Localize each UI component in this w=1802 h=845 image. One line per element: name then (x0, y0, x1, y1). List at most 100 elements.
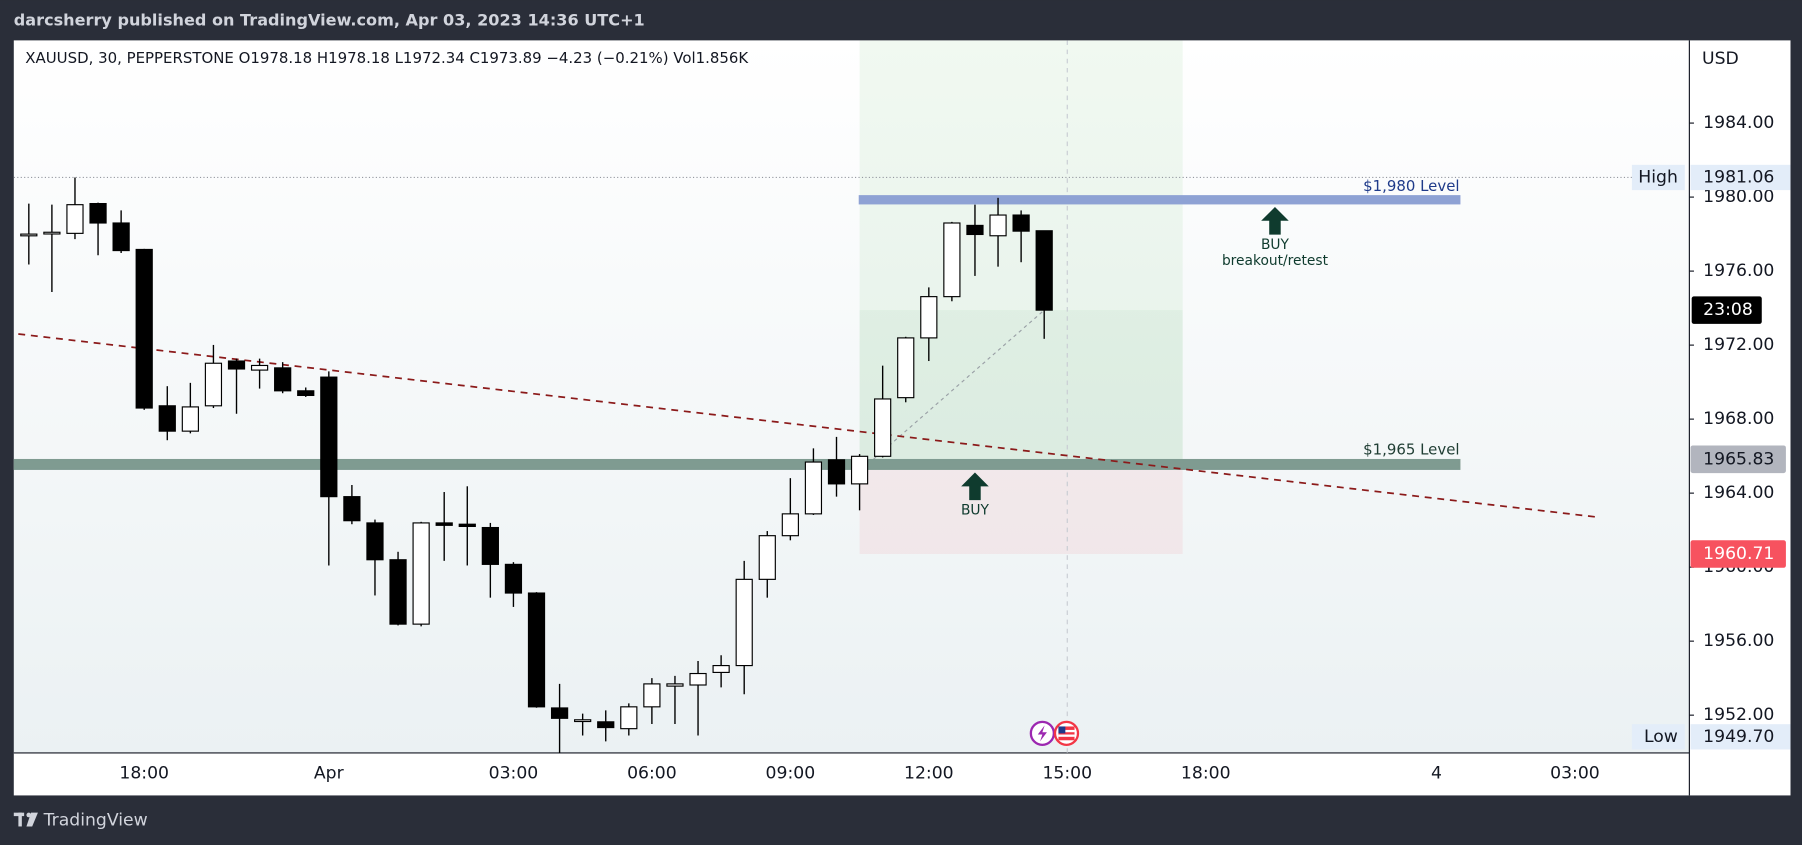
x-tick-label: 15:00 (1042, 764, 1092, 784)
hl-name-bg (1631, 164, 1685, 191)
candle-body (1035, 230, 1053, 311)
arrow (961, 472, 989, 501)
candle-body (227, 360, 246, 370)
candle-body (1012, 214, 1030, 232)
candle-body (758, 535, 776, 580)
hl-value-bg (1690, 164, 1791, 191)
candle-body (412, 522, 430, 625)
candle-body (250, 364, 269, 371)
currency: USD (1702, 49, 1739, 69)
price-tag-label: 1960.71 (1703, 544, 1774, 564)
level-label: $1,980 Level (1363, 177, 1459, 195)
candle-body (204, 362, 223, 407)
x-tick-label: 18:00 (119, 764, 169, 784)
level-label: $1,965 Level (1363, 441, 1459, 459)
candle-body (874, 398, 892, 457)
candle-body (989, 214, 1007, 237)
annotation-text: BUY (961, 502, 990, 518)
candle-body (643, 683, 661, 708)
candle-body (20, 233, 38, 237)
hl-value: 1949.70 (1703, 727, 1774, 747)
candle-body (181, 406, 199, 432)
time-axis (13, 752, 1690, 796)
annotation-text: BUY (1261, 237, 1290, 253)
candle-body (712, 664, 730, 673)
candle-body (781, 513, 799, 537)
candle-body (620, 706, 638, 730)
level-zone (858, 195, 1461, 205)
candle-body (297, 390, 315, 397)
stop-zone (859, 459, 1183, 555)
countdown: 23:08 (1703, 300, 1753, 320)
ohlc-legend: XAUUSD, 30, PEPPERSTONE O1978.18 H1978.1… (25, 49, 749, 67)
price-tag (1690, 445, 1786, 474)
x-tick-label: 4 (1431, 764, 1442, 784)
y-tick-label: 1956.00 (1703, 631, 1774, 651)
x-tick-label: 09:00 (766, 764, 816, 784)
candle-body (343, 496, 361, 522)
candle-body (435, 522, 453, 526)
x-tick-label: 12:00 (904, 764, 954, 784)
candle-body (804, 461, 823, 515)
x-tick-label: 03:00 (489, 764, 539, 784)
x-tick-label: 06:00 (627, 764, 677, 784)
candle-body (574, 719, 592, 723)
countdown-tag (1691, 296, 1762, 324)
candle-body (112, 222, 130, 252)
footer-logo (13, 812, 38, 827)
level-zone (13, 458, 1461, 470)
y-tick-label: 1968.00 (1703, 409, 1774, 429)
event-icon (1029, 720, 1055, 747)
y-tick-label: 1976.00 (1703, 261, 1774, 281)
candle-body (481, 526, 499, 565)
candle-body (897, 337, 915, 399)
price-tag (1690, 540, 1786, 568)
candle-body (66, 204, 84, 234)
candle-body (389, 559, 407, 625)
candle-body (689, 672, 707, 686)
trend-line (13, 332, 1599, 519)
hl-value-bg (1690, 724, 1791, 750)
candle-body (850, 455, 869, 485)
candle-body (943, 222, 961, 298)
candle-body (666, 683, 684, 687)
hl-name: Low (1644, 727, 1678, 747)
x-tick-label: 18:00 (1181, 764, 1231, 784)
y-tick-label: 1980.00 (1703, 187, 1774, 207)
y-tick-label: 1952.00 (1703, 705, 1774, 725)
candle-body (274, 367, 292, 392)
candle-body (920, 296, 938, 339)
candle-body (550, 707, 569, 719)
candle-body (89, 202, 107, 224)
hl-value: 1981.06 (1703, 167, 1774, 187)
candle-body (597, 721, 615, 729)
candle-body (735, 578, 753, 667)
candle-body (43, 231, 61, 235)
x-tick-label: Apr (314, 764, 345, 784)
progress-line (873, 309, 1045, 460)
event-icon (1053, 720, 1080, 747)
candle-body (158, 405, 176, 432)
candle-body (320, 376, 338, 498)
y-tick-label: 1972.00 (1703, 335, 1774, 355)
candle-body (458, 523, 476, 528)
y-tick-label: 1984.00 (1703, 113, 1774, 133)
y-tick-label: 1964.00 (1703, 483, 1774, 503)
candle-body (966, 224, 984, 236)
candle-body (827, 459, 846, 485)
candle-body (366, 522, 384, 561)
price-tag-label: 1965.83 (1703, 449, 1774, 469)
arrow (1261, 207, 1289, 235)
plot: $1,980 Level$1,965 LevelBUYBUYbreakout/r… (13, 40, 1632, 753)
candle-body (504, 563, 523, 594)
candle-body (135, 248, 153, 409)
annotation-text: breakout/retest (1222, 253, 1329, 269)
brand: TradingView (43, 811, 148, 831)
hl-name-bg (1631, 724, 1685, 750)
plot-area (13, 40, 1690, 753)
candle-body (527, 592, 546, 708)
hl-name: High (1638, 167, 1678, 187)
x-tick-label: 03:00 (1550, 764, 1600, 784)
